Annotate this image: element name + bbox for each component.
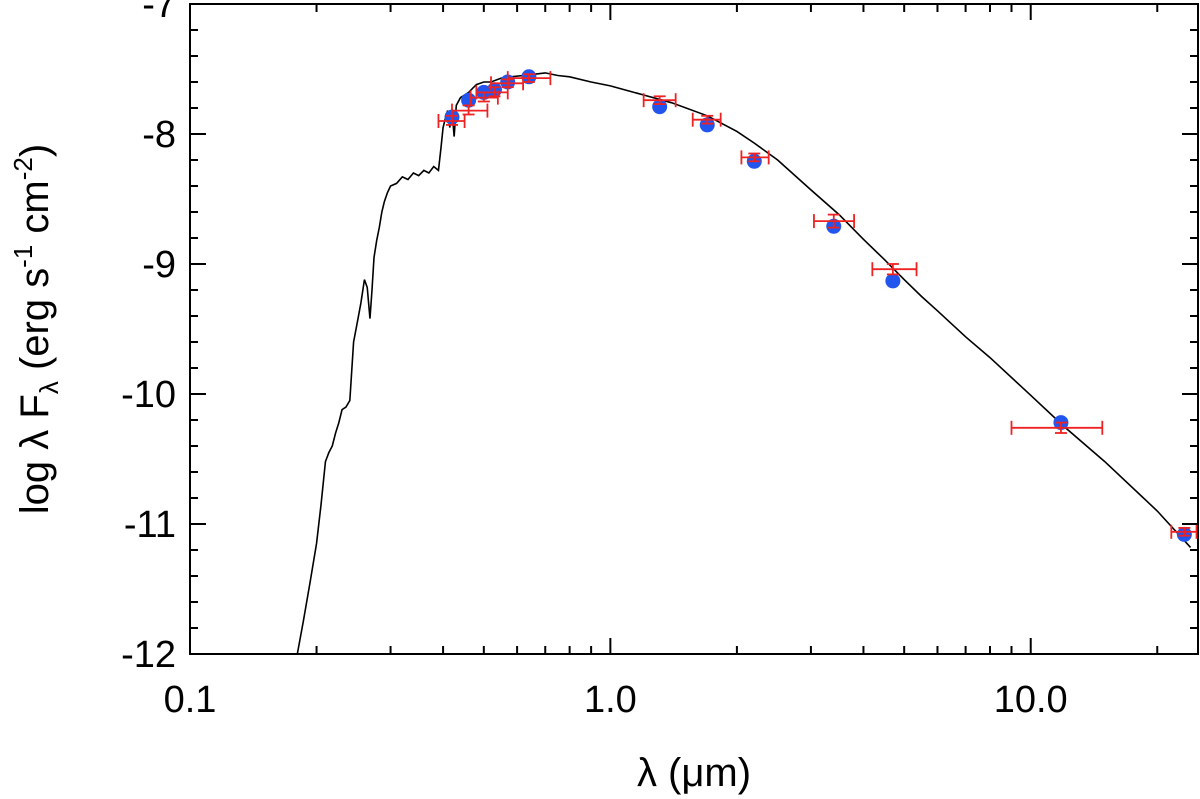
plot-frame [189,3,1199,655]
model-sed-line [296,72,1192,655]
y-axis-title-exp2: -2 [8,157,38,180]
errorbar [506,71,552,86]
y-tick-label: -11 [124,504,176,546]
y-tick-label: -9 [142,244,176,286]
y-axis-title-unit-open: (erg s [13,268,57,381]
observed-point [652,99,668,115]
y-tick-label: -8 [142,114,176,156]
y-axis-title-exp1: -1 [8,245,38,268]
errorbar [1010,420,1104,435]
errorbar [1170,524,1198,539]
axis-ticks [189,3,1198,655]
errorbar [740,150,770,165]
y-tick-label: -12 [121,634,176,676]
observed-point [699,117,715,133]
observed-points [444,69,1192,542]
x-tick-label: 0.1 [164,679,217,721]
y-tick-label: -10 [121,374,176,416]
x-axis-title: λ (μm) [637,751,751,795]
errorbar [813,213,855,229]
y-axis-title-prefix: log λ F [13,394,57,514]
y-axis-title-subscript: λ [34,381,64,394]
errorbar [451,103,489,118]
x-tick-label: 1.0 [584,679,637,721]
errorbar [871,262,918,277]
model-layer [296,72,1192,655]
errorbar [691,112,722,127]
x-tick-labels: 0.1 1.0 10.0 [164,679,1068,721]
y-tick-label: -7 [142,0,176,26]
y-tick-labels: -7 -8 -9 -10 -11 -12 [121,0,176,676]
x-tick-label: 10.0 [994,679,1068,721]
observed-point [885,273,901,289]
observed-point [461,92,477,108]
errorbars [437,71,1198,539]
y-axis-title-unit-mid: cm [13,180,57,244]
y-axis-title-unit-close: ) [13,144,57,157]
errorbar [642,93,677,108]
errorbar [475,85,509,100]
y-axis-title: log λ Fλ (erg s-1 cm-2) [8,144,64,514]
